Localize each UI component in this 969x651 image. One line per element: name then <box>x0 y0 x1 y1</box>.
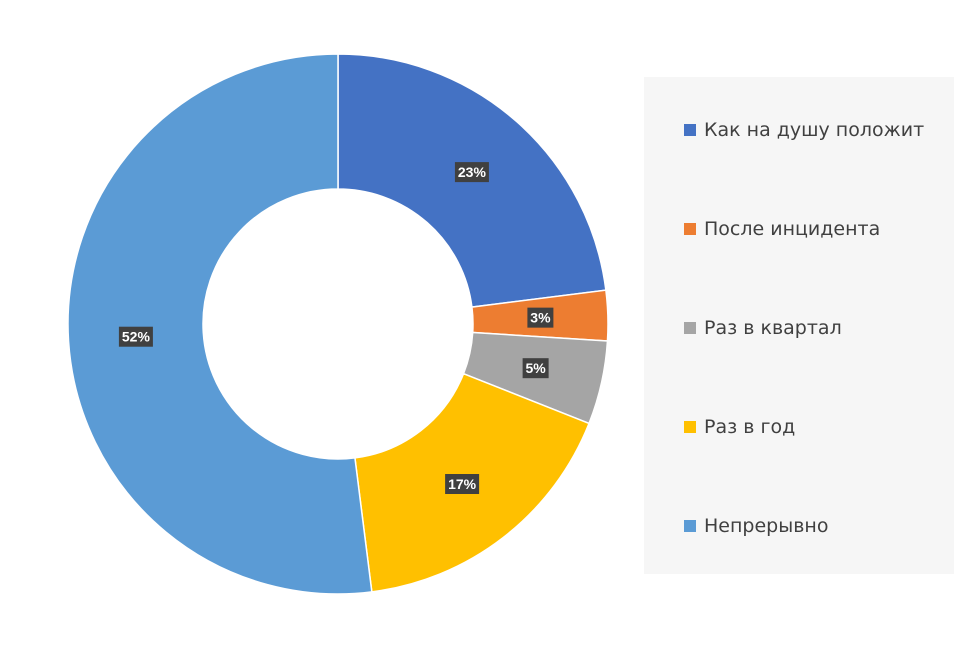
data-label-3: 5% <box>522 358 549 379</box>
data-label-box <box>527 307 554 328</box>
legend-item: После инцидента <box>684 218 880 240</box>
legend: Как на душу положит После инцидента Раз в … <box>644 77 954 574</box>
data-label-text: 52% <box>122 329 151 345</box>
legend-item: Как на душу положит <box>684 119 924 141</box>
legend-label: Как на душу положит <box>704 119 925 141</box>
legend-swatch <box>684 124 696 136</box>
legend-item: Раз в год <box>684 416 795 438</box>
data-label-text: 3% <box>530 310 551 326</box>
legend-label: После инцидента <box>704 218 881 240</box>
legend-swatch <box>684 223 696 235</box>
data-label-text: 5% <box>526 360 547 376</box>
legend-label: Непрерывно <box>704 515 829 537</box>
data-label-box <box>522 358 549 379</box>
donut-slice-5 <box>67 53 373 595</box>
legend-swatch <box>684 421 696 433</box>
legend-item: Непрерывно <box>684 515 828 537</box>
data-label-2: 3% <box>527 307 554 328</box>
legend-label: Раз в квартал <box>704 317 842 339</box>
data-label-box <box>445 474 480 495</box>
donut-svg: 23% 3% 5% 17% 52% <box>67 53 609 595</box>
legend-swatch <box>684 322 696 334</box>
legend-label: Раз в год <box>704 416 796 438</box>
donut-chart: 23% 3% 5% 17% 52% <box>67 53 609 595</box>
data-label-text: 17% <box>448 476 477 492</box>
data-label-5: 52% <box>118 326 153 347</box>
data-label-text: 23% <box>458 164 487 180</box>
data-label-4: 17% <box>445 474 480 495</box>
legend-item: Раз в квартал <box>684 317 842 339</box>
data-label-box <box>118 326 153 347</box>
data-label-1: 23% <box>454 162 489 183</box>
data-label-box <box>454 162 489 183</box>
legend-swatch <box>684 520 696 532</box>
